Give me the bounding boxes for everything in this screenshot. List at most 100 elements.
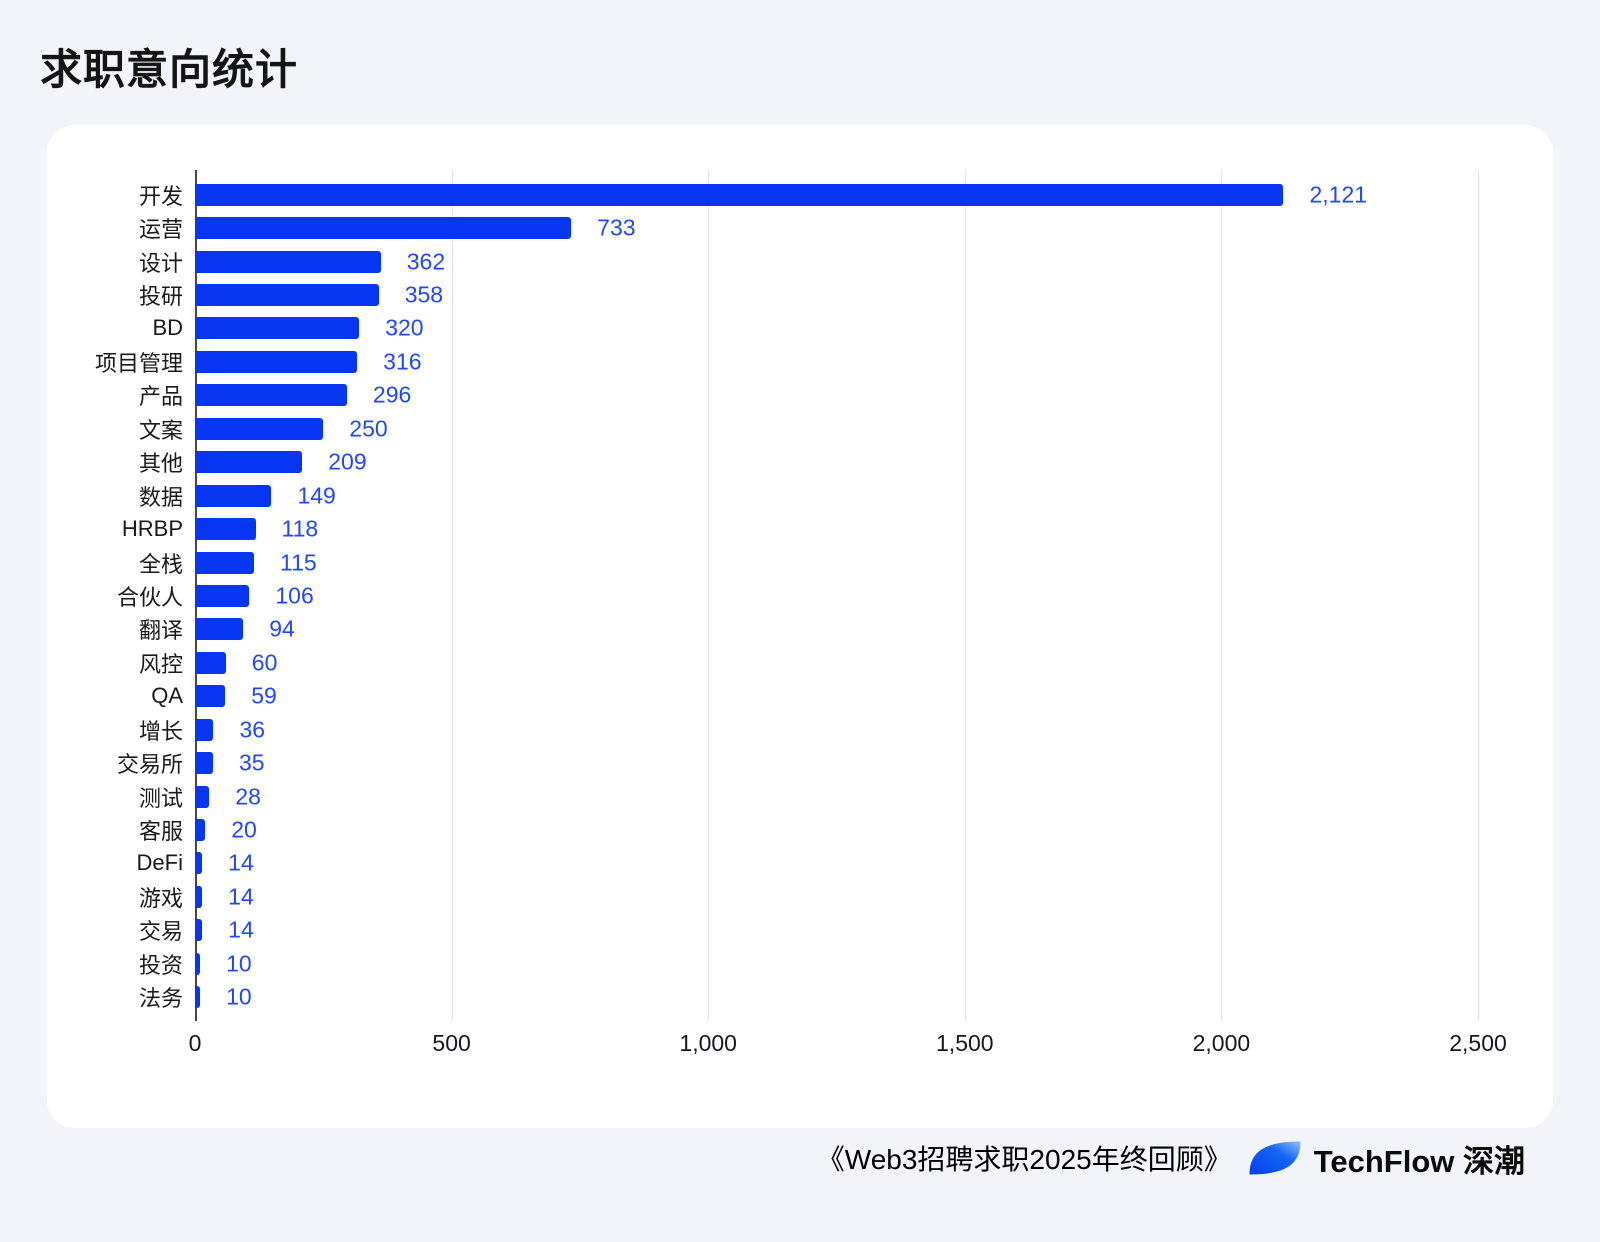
gridline xyxy=(964,170,966,1021)
bar-track: 35 xyxy=(195,746,1478,779)
bar-category-label: HRBP xyxy=(121,516,183,542)
bar-track: 250 xyxy=(195,412,1478,445)
bar-row: 测试 28 xyxy=(47,780,1553,813)
bar xyxy=(195,484,272,507)
bar-value-label: 14 xyxy=(228,883,254,910)
bar-row: 风控 60 xyxy=(47,646,1553,679)
bar-category-label: 其他 xyxy=(138,451,183,477)
bar-row: 项目管理 316 xyxy=(47,345,1553,378)
bar-track: 733 xyxy=(195,211,1478,244)
bar-row: 全栈 115 xyxy=(47,546,1553,579)
bar xyxy=(195,518,256,541)
bar-value-label: 59 xyxy=(251,682,277,709)
bar-row: 增长 36 xyxy=(47,713,1553,746)
bar-track: 14 xyxy=(195,914,1478,947)
bar xyxy=(195,317,360,340)
bar-row: 数据 149 xyxy=(47,479,1553,512)
bar-category-label: 数据 xyxy=(138,484,183,510)
bar xyxy=(195,651,226,674)
bar-track: 316 xyxy=(195,345,1478,378)
bar-value-label: 316 xyxy=(383,348,422,375)
bar-row: BD 320 xyxy=(47,312,1553,345)
bar-row: DeFi 14 xyxy=(47,847,1553,880)
bar-track: 149 xyxy=(195,479,1478,512)
bar-row: 客服 20 xyxy=(47,813,1553,846)
bar-track: 2,121 xyxy=(195,178,1478,211)
bar-track: 115 xyxy=(195,546,1478,579)
bar xyxy=(195,885,203,908)
x-tick-label: 1,500 xyxy=(936,1030,994,1056)
bar-value-label: 149 xyxy=(297,482,336,509)
bar-value-label: 14 xyxy=(228,849,254,876)
bar-value-label: 362 xyxy=(406,248,446,275)
bar-row: 交易 14 xyxy=(47,914,1553,947)
bar-row: 其他 209 xyxy=(47,446,1553,479)
bar-row: 运营 733 xyxy=(47,211,1553,244)
bar-track: 10 xyxy=(195,947,1478,980)
bar-row: 游戏 14 xyxy=(47,880,1553,913)
bar-category-label: 合伙人 xyxy=(116,584,183,610)
bar-track: 94 xyxy=(195,613,1478,646)
bar-row: 投研 358 xyxy=(47,278,1553,311)
bar-row: 法务 10 xyxy=(47,981,1553,1014)
bar xyxy=(195,551,255,574)
gridline xyxy=(1221,170,1223,1021)
footer: 《Web3招聘求职2025年终回顾》 TechFlow 深潮 xyxy=(817,1132,1525,1184)
bar-value-label: 2,121 xyxy=(1309,181,1368,208)
bar-category-label: 投资 xyxy=(138,952,183,978)
bar-category-label: QA xyxy=(151,683,183,709)
bar-value-label: 115 xyxy=(280,549,317,576)
bar-category-label: BD xyxy=(152,315,183,341)
bar-value-label: 28 xyxy=(235,783,261,810)
bar-category-label: 项目管理 xyxy=(94,350,183,376)
bar xyxy=(195,217,572,240)
gridline xyxy=(451,170,453,1021)
bar-value-label: 733 xyxy=(597,214,636,241)
bar-value-label: 14 xyxy=(228,916,254,943)
bar-value-label: 106 xyxy=(275,582,314,609)
bar-value-label: 60 xyxy=(251,649,278,676)
bar xyxy=(195,618,244,641)
bar xyxy=(195,785,210,808)
gridline xyxy=(708,170,710,1021)
bar-row: 设计 362 xyxy=(47,245,1553,278)
techflow-logo-icon xyxy=(1248,1140,1302,1176)
x-tick-label: 1,000 xyxy=(679,1030,737,1056)
bar xyxy=(195,384,347,407)
bar xyxy=(195,350,358,373)
bar-category-label: 运营 xyxy=(138,217,183,243)
bar-track: 14 xyxy=(195,880,1478,913)
x-tick-label: 0 xyxy=(188,1030,202,1056)
bar-category-label: 风控 xyxy=(138,651,183,677)
bar-value-label: 35 xyxy=(238,749,265,776)
footer-source: 《Web3招聘求职2025年终回顾》 xyxy=(816,1144,1232,1175)
bar-track: 358 xyxy=(195,278,1478,311)
bar-row: HRBP 118 xyxy=(47,512,1553,545)
bar-value-label: 250 xyxy=(349,415,388,442)
bar-value-label: 20 xyxy=(231,816,257,843)
x-axis-ticks: 0 500 1,000 1,500 2,000 2,500 xyxy=(189,1030,1507,1064)
bar-row: QA 59 xyxy=(47,680,1553,713)
brand-name: TechFlow 深潮 xyxy=(1313,1143,1525,1179)
bar xyxy=(195,284,379,307)
bar-track: 10 xyxy=(195,981,1478,1014)
bar-track: 60 xyxy=(195,646,1478,679)
bar-track: 14 xyxy=(195,847,1478,880)
bar-track: 209 xyxy=(195,446,1478,479)
bar-category-label: 客服 xyxy=(138,819,183,845)
bar-track: 28 xyxy=(195,780,1478,813)
bar-value-label: 36 xyxy=(239,716,266,743)
bar-category-label: 增长 xyxy=(138,718,183,744)
bar-category-label: 交易 xyxy=(138,919,183,945)
bar-row: 产品 296 xyxy=(47,379,1553,412)
bar xyxy=(195,417,324,440)
bar-category-label: 产品 xyxy=(138,384,183,410)
bar-category-label: 设计 xyxy=(138,250,183,276)
bar-value-label: 320 xyxy=(385,314,424,341)
bar-row: 文案 250 xyxy=(47,412,1553,445)
bar-value-label: 10 xyxy=(226,950,252,977)
bar-track: 36 xyxy=(195,713,1478,746)
bar xyxy=(195,919,203,942)
bar-category-label: 全栈 xyxy=(138,551,183,577)
bar-category-label: 翻译 xyxy=(138,618,183,644)
